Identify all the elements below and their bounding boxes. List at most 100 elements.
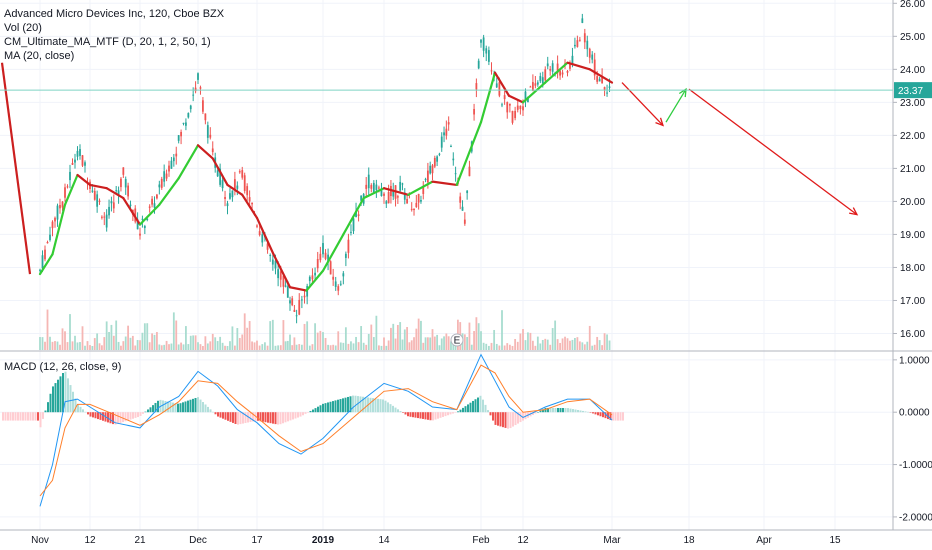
volume-bar xyxy=(546,339,549,350)
macd-histogram-bar xyxy=(109,412,112,424)
candle-body xyxy=(314,272,316,276)
candle-body xyxy=(574,44,576,47)
volume-bar xyxy=(569,340,571,350)
candle-body xyxy=(177,135,180,141)
volume-bar xyxy=(306,321,309,350)
macd-histogram-bar xyxy=(307,412,309,413)
macd-histogram-bar xyxy=(324,403,327,413)
macd-histogram-bar xyxy=(242,412,244,424)
macd-histogram-bar xyxy=(164,400,167,413)
ma-segment xyxy=(407,180,434,196)
candle-body xyxy=(279,271,282,280)
candle-body xyxy=(54,217,56,222)
candle-body xyxy=(129,204,132,206)
ma-segment xyxy=(63,173,79,206)
macd-histogram-bar xyxy=(77,404,79,413)
candle-body xyxy=(426,170,429,183)
volume-bar xyxy=(168,344,170,350)
macd-histogram-bar xyxy=(489,412,492,416)
candle-body xyxy=(417,193,420,203)
volume-bar xyxy=(122,341,125,350)
candle-body xyxy=(79,149,81,156)
date-tick-label: 18 xyxy=(683,535,695,546)
volume-bar xyxy=(303,323,306,350)
macd-histogram-bar xyxy=(107,412,109,423)
candle-body xyxy=(148,206,151,208)
volume-bar xyxy=(339,342,342,350)
macd-histogram-bar xyxy=(349,396,352,413)
volume-bar xyxy=(466,337,469,350)
candle-body xyxy=(103,216,106,218)
candle-body xyxy=(385,201,388,204)
macd-histogram-bar xyxy=(102,412,104,421)
candle-body xyxy=(380,188,383,197)
volume-bar xyxy=(383,337,385,350)
macd-histogram-bar xyxy=(237,412,239,425)
candle-body xyxy=(44,249,46,260)
macd-histogram-bar xyxy=(397,409,399,413)
volume-bar xyxy=(566,338,569,350)
ma-segment xyxy=(321,233,345,272)
candle-body xyxy=(168,165,170,172)
macd-histogram-bar xyxy=(472,400,474,413)
volume-bar xyxy=(170,343,173,350)
macd-histogram-bar xyxy=(129,412,132,420)
date-tick-label: 14 xyxy=(378,535,390,546)
volume-bar xyxy=(355,336,357,350)
volume-bar xyxy=(224,345,226,350)
macd-histogram-bar xyxy=(44,410,47,413)
volume-bar xyxy=(261,344,264,350)
macd-histogram-bar xyxy=(514,412,517,426)
ma-segment xyxy=(479,71,497,124)
macd-histogram-bar xyxy=(502,412,504,428)
macd-histogram-bar xyxy=(462,407,464,413)
volume-bar xyxy=(74,335,76,350)
macd-histogram-bar xyxy=(262,412,264,422)
macd-histogram-bar xyxy=(442,412,444,417)
volume-bar xyxy=(271,319,274,350)
macd-histogram-bar xyxy=(574,409,577,413)
earnings-marker xyxy=(450,333,464,347)
candle-body xyxy=(96,194,99,207)
volume-bar xyxy=(586,341,589,350)
volume-bar xyxy=(352,343,355,350)
macd-histogram-bar xyxy=(282,412,284,424)
volume-bar xyxy=(394,338,397,350)
candle-body xyxy=(477,60,480,69)
macd-histogram-bar xyxy=(427,412,429,420)
candle-body xyxy=(256,225,258,227)
macd-histogram-bar xyxy=(249,412,252,422)
macd-histogram-bar xyxy=(207,406,209,413)
macd-histogram-bar xyxy=(72,391,74,413)
macd-histogram-bar xyxy=(484,404,487,413)
macd-histogram-bar xyxy=(579,410,582,413)
date-tick-label: 17 xyxy=(251,535,263,546)
candle-body xyxy=(522,106,524,111)
candle-body xyxy=(596,76,599,82)
candle-body xyxy=(199,87,202,89)
macd-histogram-bar xyxy=(179,403,182,413)
candle-body xyxy=(544,69,547,81)
macd-histogram-bar xyxy=(274,412,277,425)
macd-histogram-bar xyxy=(57,379,59,413)
macd-histogram-bar xyxy=(474,399,477,413)
macd-histogram-bar xyxy=(387,402,389,413)
candle-body xyxy=(450,146,452,148)
macd-histogram-bar xyxy=(197,397,199,413)
candle-body xyxy=(438,153,441,155)
volume-bar xyxy=(350,341,352,350)
candle-body xyxy=(352,218,355,232)
candle-body xyxy=(143,226,146,229)
volume-bar xyxy=(105,321,108,350)
candle-body xyxy=(91,190,94,192)
macd-histogram-bar xyxy=(417,412,419,419)
volume-bar xyxy=(64,331,66,350)
macd-histogram-bar xyxy=(192,398,194,413)
candle-body xyxy=(495,83,498,88)
candle-body xyxy=(415,202,418,208)
macd-histogram-bar xyxy=(457,411,459,413)
volume-bar xyxy=(300,344,303,350)
candle-body xyxy=(189,105,192,110)
macd-histogram-bar xyxy=(314,408,317,413)
